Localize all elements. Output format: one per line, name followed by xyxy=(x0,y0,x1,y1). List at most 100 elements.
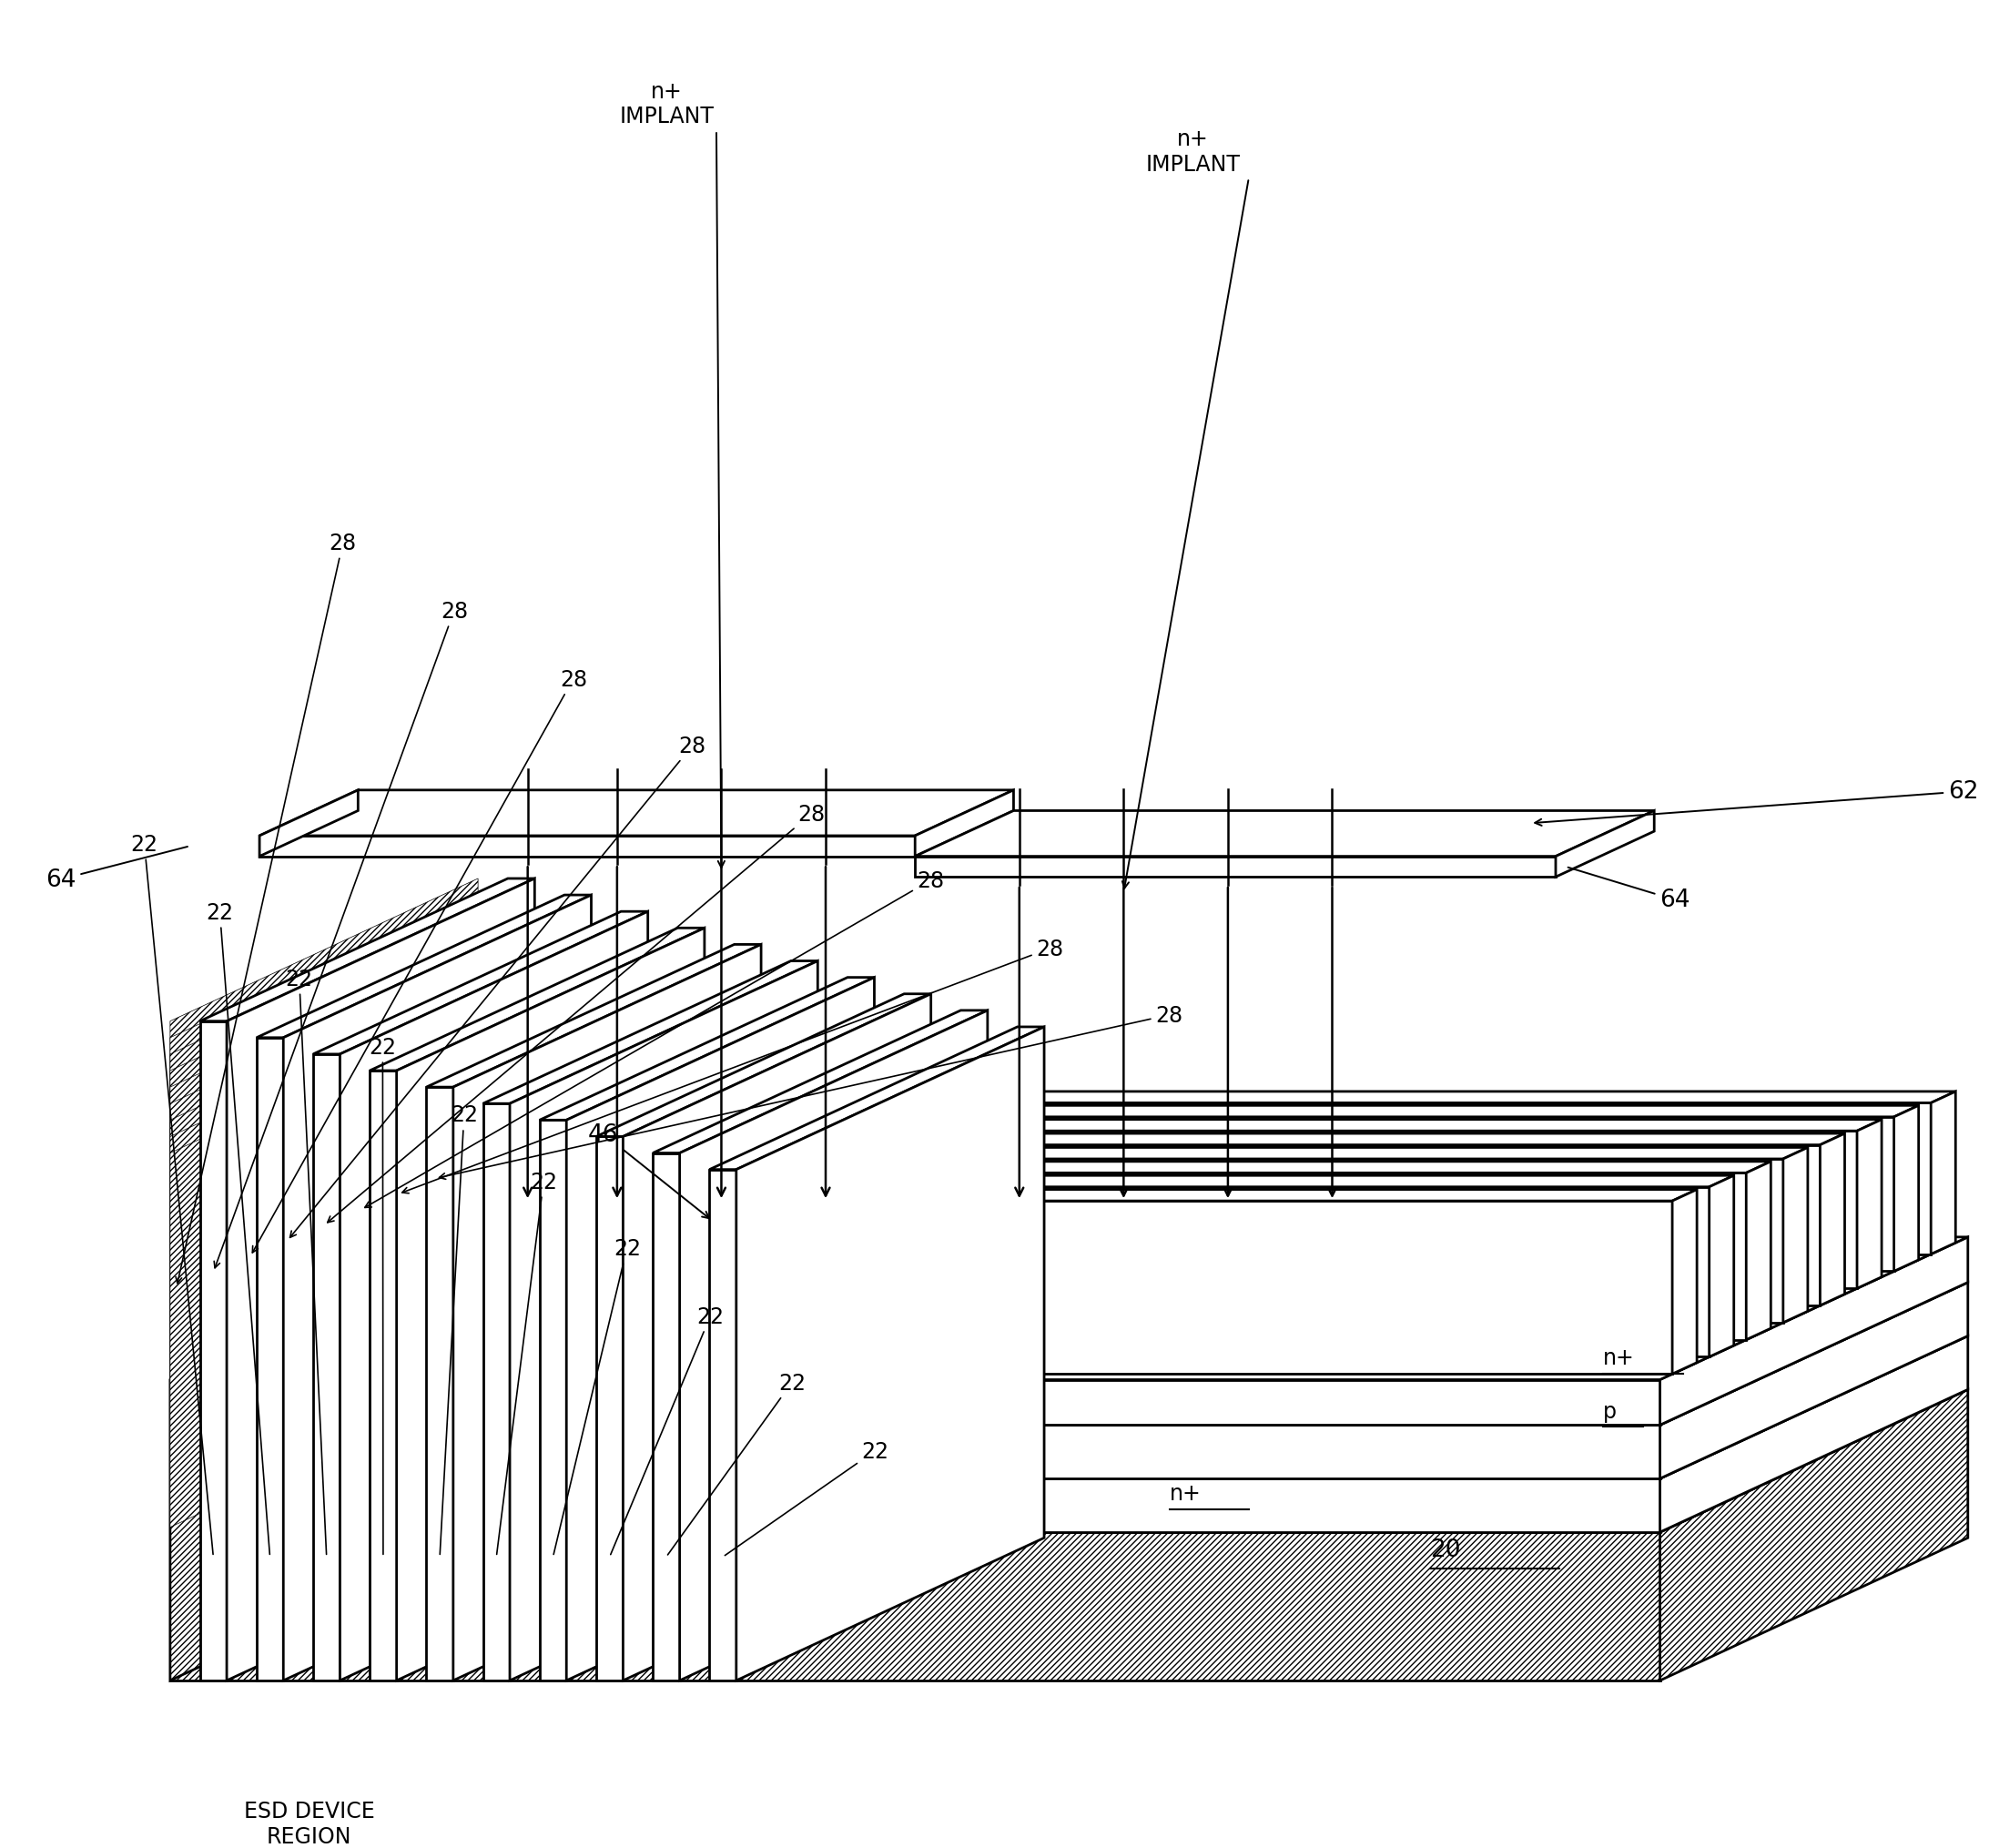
Polygon shape xyxy=(680,1011,989,1680)
Polygon shape xyxy=(171,1011,477,1526)
Polygon shape xyxy=(1661,1238,1967,1425)
Text: 62: 62 xyxy=(1536,780,1979,826)
Text: 28: 28 xyxy=(440,1003,1183,1179)
Polygon shape xyxy=(171,978,477,1517)
Polygon shape xyxy=(227,880,535,1680)
Text: 22: 22 xyxy=(370,1037,396,1554)
Polygon shape xyxy=(453,944,762,1680)
Polygon shape xyxy=(1746,1162,1770,1340)
Polygon shape xyxy=(340,911,648,1680)
Polygon shape xyxy=(259,835,915,857)
Polygon shape xyxy=(259,791,358,857)
Polygon shape xyxy=(292,1159,1782,1323)
Text: n+
IMPLANT: n+ IMPLANT xyxy=(619,81,714,128)
Text: 64: 64 xyxy=(46,846,187,891)
Polygon shape xyxy=(257,1039,282,1680)
Polygon shape xyxy=(171,994,477,1523)
Polygon shape xyxy=(483,1103,509,1680)
Polygon shape xyxy=(483,961,817,1103)
Text: 22: 22 xyxy=(131,833,213,1554)
Polygon shape xyxy=(219,1175,1734,1186)
Polygon shape xyxy=(201,880,535,1022)
Polygon shape xyxy=(1820,1135,1844,1307)
Polygon shape xyxy=(766,1478,1661,1532)
Text: ESD DEVICE
REGION: ESD DEVICE REGION xyxy=(245,1800,374,1846)
Polygon shape xyxy=(404,1118,1894,1271)
Text: 22: 22 xyxy=(668,1371,806,1554)
Polygon shape xyxy=(312,1055,340,1680)
Polygon shape xyxy=(442,1092,1955,1103)
Polygon shape xyxy=(171,1380,766,1532)
Polygon shape xyxy=(710,1170,736,1680)
Polygon shape xyxy=(539,1120,567,1680)
Text: 22: 22 xyxy=(286,968,326,1554)
Polygon shape xyxy=(1709,1175,1734,1356)
Polygon shape xyxy=(652,1153,680,1680)
Text: p: p xyxy=(1603,1401,1617,1423)
Polygon shape xyxy=(370,1072,396,1680)
Polygon shape xyxy=(171,896,477,1493)
Text: 20: 20 xyxy=(1430,1538,1462,1562)
Polygon shape xyxy=(1931,1092,1955,1255)
Text: n+: n+ xyxy=(1170,1482,1201,1504)
Polygon shape xyxy=(171,911,477,1497)
Polygon shape xyxy=(736,1027,1044,1680)
Text: n+
IMPLANT: n+ IMPLANT xyxy=(1146,128,1241,176)
Text: 22: 22 xyxy=(440,1103,477,1554)
Text: 64: 64 xyxy=(1567,869,1691,913)
Text: 28: 28 xyxy=(175,532,356,1284)
Polygon shape xyxy=(171,880,477,1488)
Polygon shape xyxy=(1661,1390,1967,1680)
Polygon shape xyxy=(597,994,931,1137)
Polygon shape xyxy=(330,1146,1820,1307)
Polygon shape xyxy=(766,1283,1967,1425)
Polygon shape xyxy=(1661,1336,1967,1532)
Text: 22: 22 xyxy=(724,1440,889,1556)
Text: 28: 28 xyxy=(253,669,587,1253)
Polygon shape xyxy=(171,1238,477,1680)
Polygon shape xyxy=(1894,1105,1919,1271)
Polygon shape xyxy=(219,1186,1709,1356)
Polygon shape xyxy=(171,1532,1661,1680)
Polygon shape xyxy=(766,1425,1661,1478)
Text: 28: 28 xyxy=(215,601,467,1268)
Polygon shape xyxy=(509,961,817,1680)
Polygon shape xyxy=(597,1137,623,1680)
Polygon shape xyxy=(292,1148,1808,1159)
Polygon shape xyxy=(915,811,1655,857)
Polygon shape xyxy=(312,911,648,1055)
Polygon shape xyxy=(257,896,591,1039)
Polygon shape xyxy=(915,857,1555,878)
Polygon shape xyxy=(1661,1283,1967,1478)
Polygon shape xyxy=(1555,811,1655,878)
Polygon shape xyxy=(330,1135,1844,1146)
Polygon shape xyxy=(201,1022,227,1680)
Polygon shape xyxy=(171,928,477,1502)
Polygon shape xyxy=(171,1390,1967,1532)
Polygon shape xyxy=(368,1120,1882,1131)
Polygon shape xyxy=(404,1105,1919,1118)
Polygon shape xyxy=(1858,1120,1882,1288)
Polygon shape xyxy=(442,1103,1931,1255)
Text: n+: n+ xyxy=(1603,1347,1635,1369)
Polygon shape xyxy=(171,1238,1074,1380)
Polygon shape xyxy=(915,791,1014,857)
Polygon shape xyxy=(766,1380,1661,1425)
Polygon shape xyxy=(1782,1148,1808,1323)
Text: 28: 28 xyxy=(402,937,1064,1194)
Polygon shape xyxy=(171,961,477,1512)
Polygon shape xyxy=(426,944,762,1087)
Polygon shape xyxy=(652,1011,989,1153)
Text: 28: 28 xyxy=(290,736,706,1238)
Polygon shape xyxy=(623,994,931,1680)
Text: 28: 28 xyxy=(328,804,825,1223)
Text: 22: 22 xyxy=(611,1305,724,1554)
Polygon shape xyxy=(282,896,591,1680)
Polygon shape xyxy=(766,1238,1967,1380)
Text: 22: 22 xyxy=(497,1170,557,1554)
Text: 28: 28 xyxy=(364,870,945,1209)
Polygon shape xyxy=(396,928,704,1680)
Polygon shape xyxy=(183,1201,1673,1375)
Polygon shape xyxy=(183,1190,1697,1201)
Polygon shape xyxy=(1673,1190,1697,1375)
